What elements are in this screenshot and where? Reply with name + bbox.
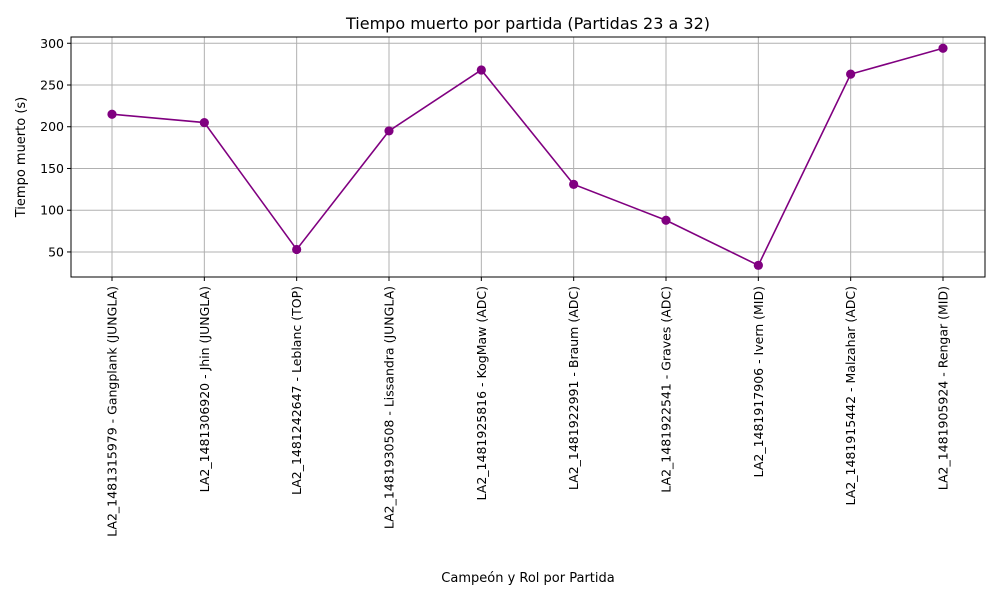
data-point	[569, 179, 579, 189]
y-tick-label: 250	[40, 78, 64, 93]
x-tick-label: LA2_1481922991 - Braum (ADC)	[566, 286, 581, 490]
y-tick-label: 300	[40, 36, 64, 51]
x-tick-label: LA2_1481922541 - Graves (ADC)	[659, 286, 674, 493]
y-tick-label: 200	[40, 119, 64, 134]
data-point	[938, 43, 948, 53]
data-point	[107, 109, 117, 119]
x-tick-label: LA2_1481930508 - Lissandra (JUNGLA)	[382, 286, 397, 529]
x-axis: LA2_1481315979 - Gangplank (JUNGLA) LA2_1…	[105, 277, 951, 537]
x-tick-label: LA2_1481925816 - KogMaw (ADC)	[474, 286, 489, 500]
grid	[71, 37, 985, 277]
x-tick-label: LA2_1481915442 - Malzahar (ADC)	[843, 286, 858, 505]
data-point	[661, 215, 671, 225]
y-axis-label: Tiempo muerto (s)	[14, 97, 29, 219]
data-point	[846, 69, 856, 79]
y-axis: 50 100 150 200 250 300	[40, 36, 71, 259]
x-tick-label: LA2_1481917906 - Ivern (MID)	[751, 286, 766, 477]
plot-frame	[70, 36, 986, 278]
x-tick-label: LA2_1481905924 - Rengar (MID)	[936, 286, 951, 490]
data-point	[384, 126, 394, 136]
chart-title: Tiempo muerto por partida (Partidas 23 a…	[345, 14, 710, 33]
x-tick-label: LA2_1481315979 - Gangplank (JUNGLA)	[105, 286, 120, 537]
series	[107, 43, 948, 270]
y-tick-label: 50	[48, 244, 64, 259]
x-tick-label: LA2_1481242647 - Leblanc (TOP)	[289, 286, 304, 495]
series-line	[111, 47, 944, 267]
data-point	[476, 65, 486, 75]
x-axis-label: Campeón y Rol por Partida	[441, 571, 614, 586]
y-tick-label: 100	[40, 203, 64, 218]
data-point	[199, 117, 209, 128]
y-tick-label: 150	[40, 161, 64, 176]
data-point	[292, 244, 302, 255]
x-tick-label: LA2_1481306920 - Jhin (JUNGLA)	[197, 286, 212, 492]
data-point	[753, 260, 763, 270]
